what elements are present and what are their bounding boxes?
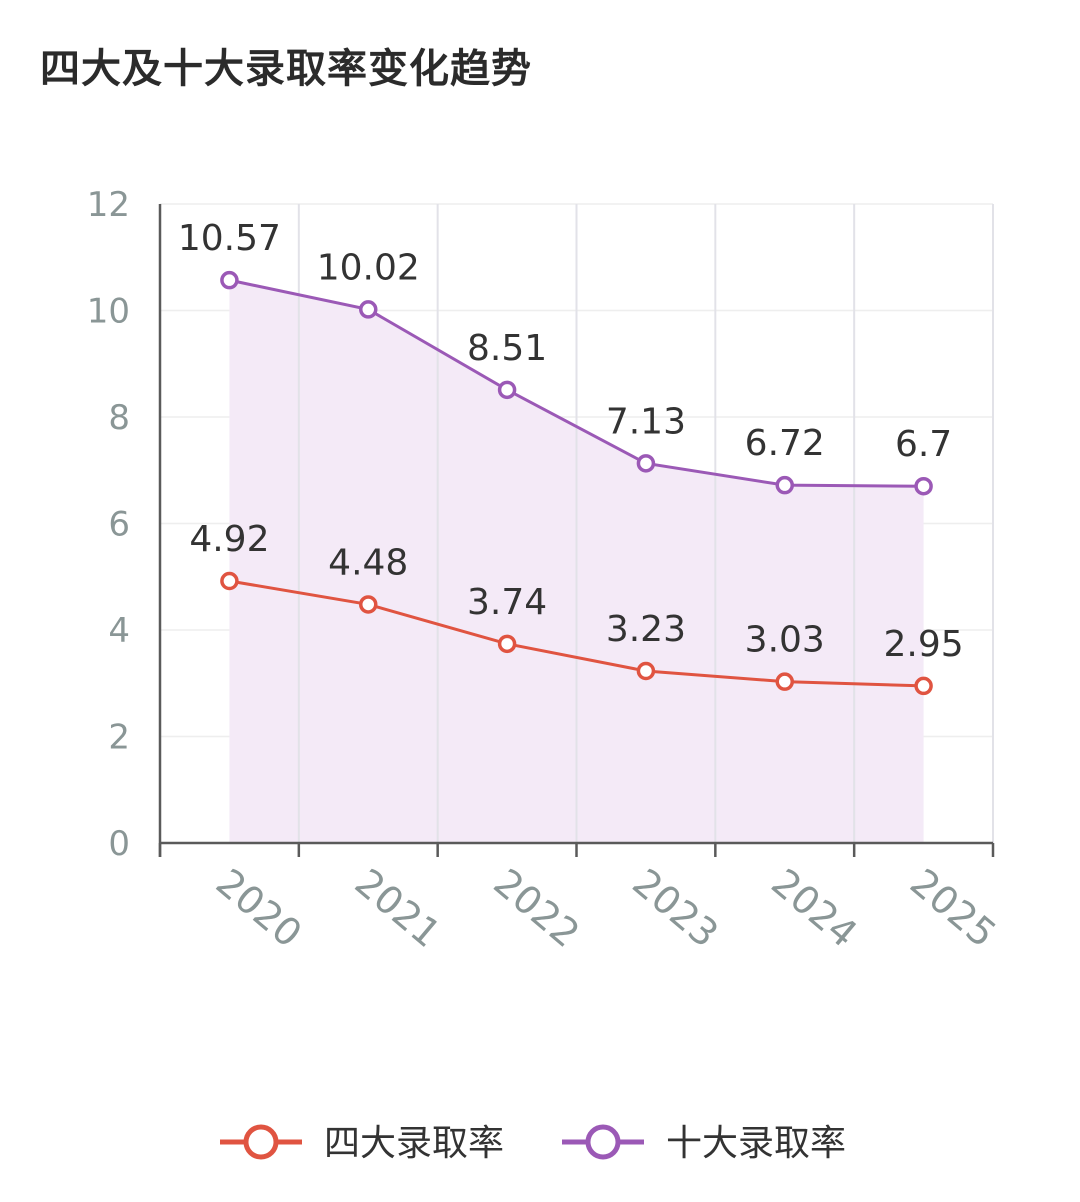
x-tick-label: 2024 <box>763 860 865 956</box>
data-point <box>914 476 933 496</box>
data-label: 3.74 <box>467 582 547 623</box>
data-point <box>636 661 656 681</box>
data-label: 6.72 <box>745 423 825 464</box>
y-tick-label: 4 <box>108 611 130 651</box>
legend-swatch-marker <box>585 1124 621 1160</box>
data-point <box>220 270 239 290</box>
data-label: 8.51 <box>467 328 547 369</box>
y-tick-label: 12 <box>87 185 130 225</box>
x-tick-label: 2021 <box>347 860 449 956</box>
series-line-1 <box>229 278 924 488</box>
data-point <box>497 380 517 400</box>
legend-swatch-marker <box>243 1124 279 1160</box>
data-point <box>914 676 933 696</box>
data-label: 6.7 <box>895 424 952 465</box>
data-point <box>775 475 794 495</box>
chart-title: 四大及十大录取率变化趋势 <box>40 46 532 92</box>
data-point <box>220 571 239 591</box>
y-tick-label: 0 <box>108 824 130 864</box>
legend-label: 四大录取率 <box>324 1123 504 1164</box>
data-point <box>636 454 656 473</box>
data-point <box>497 634 517 654</box>
data-label: 10.57 <box>178 218 281 259</box>
x-tick-label: 2022 <box>486 860 588 956</box>
data-label: 4.48 <box>328 542 408 583</box>
x-tick-label: 2020 <box>208 860 310 956</box>
y-tick-label: 10 <box>87 292 130 332</box>
data-label: 4.92 <box>189 519 269 560</box>
y-tick-label: 6 <box>108 505 130 545</box>
data-label: 3.03 <box>745 620 825 661</box>
y-tick-label: 8 <box>108 398 130 438</box>
legend-label: 十大录取率 <box>666 1123 846 1164</box>
y-tick-label: 2 <box>108 718 130 758</box>
data-label: 7.13 <box>606 401 686 442</box>
data-label: 3.23 <box>606 609 686 650</box>
data-point <box>775 672 794 691</box>
x-tick-label: 2023 <box>624 860 726 956</box>
series-line-0 <box>229 579 924 688</box>
data-label: 10.02 <box>317 247 420 288</box>
data-label: 2.95 <box>884 624 964 665</box>
data-point <box>359 300 378 319</box>
x-tick-label: 2025 <box>902 860 1004 956</box>
data-point <box>359 595 378 614</box>
